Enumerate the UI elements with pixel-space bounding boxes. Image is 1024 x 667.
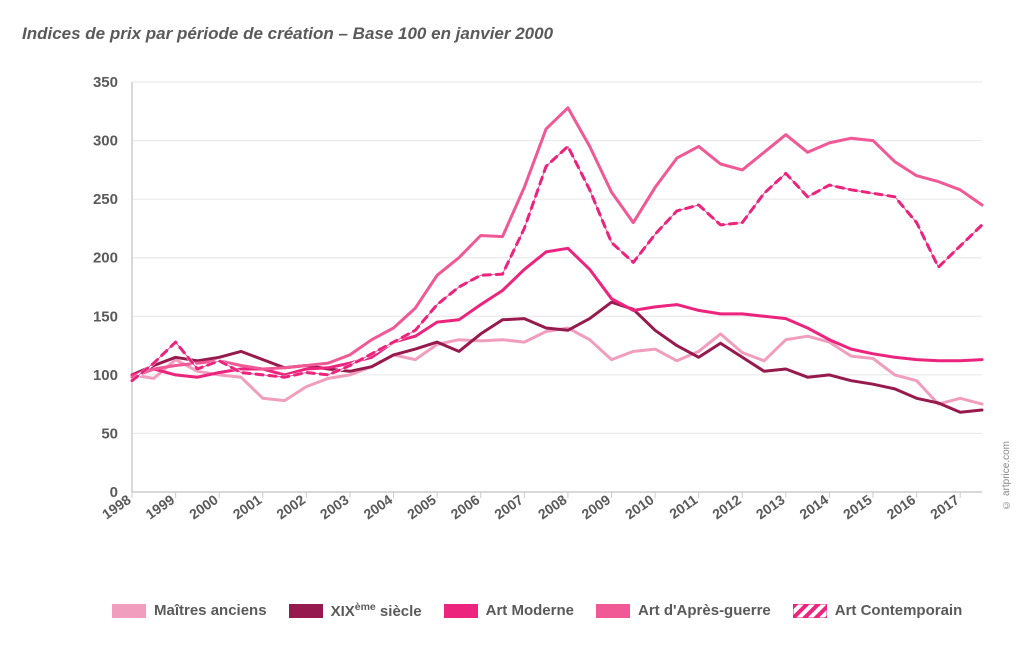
svg-text:2004: 2004 xyxy=(361,491,396,522)
legend-swatch-contemporain xyxy=(793,604,827,618)
svg-text:2008: 2008 xyxy=(535,491,570,522)
svg-text:2016: 2016 xyxy=(884,491,919,522)
legend-swatch-maitres_anciens xyxy=(112,604,146,618)
svg-text:2005: 2005 xyxy=(404,491,439,522)
svg-text:2010: 2010 xyxy=(622,491,657,522)
legend-item-apres_guerre: Art d'Après-guerre xyxy=(596,602,771,619)
svg-text:2000: 2000 xyxy=(186,491,221,522)
svg-text:2007: 2007 xyxy=(491,491,526,522)
chart-title: Indices de prix par période de création … xyxy=(22,24,1008,44)
legend-swatch-xix_siecle xyxy=(289,604,323,618)
svg-text:1999: 1999 xyxy=(143,491,178,522)
line-chart: 0501001502002503003501998199920002001200… xyxy=(22,62,1002,582)
credit-text: © artprice.com xyxy=(1001,441,1012,510)
svg-text:2001: 2001 xyxy=(230,491,265,522)
legend-item-contemporain: Art Contemporain xyxy=(793,602,963,619)
svg-text:1998: 1998 xyxy=(99,491,134,522)
svg-text:2012: 2012 xyxy=(709,491,744,522)
legend-item-maitres_anciens: Maîtres anciens xyxy=(112,602,267,619)
svg-text:2011: 2011 xyxy=(666,491,700,522)
legend-label-maitres_anciens: Maîtres anciens xyxy=(154,602,267,619)
legend-label-art_moderne: Art Moderne xyxy=(486,602,574,619)
svg-text:300: 300 xyxy=(93,133,118,150)
svg-text:2003: 2003 xyxy=(317,491,352,522)
svg-text:2002: 2002 xyxy=(273,491,308,522)
svg-text:200: 200 xyxy=(93,250,118,267)
legend-swatch-art_moderne xyxy=(444,604,478,618)
legend-label-apres_guerre: Art d'Après-guerre xyxy=(638,602,771,619)
svg-text:350: 350 xyxy=(93,74,118,91)
legend-item-art_moderne: Art Moderne xyxy=(444,602,574,619)
svg-text:2017: 2017 xyxy=(927,491,962,522)
svg-text:150: 150 xyxy=(93,308,118,325)
legend-label-xix_siecle: XIXème siècle xyxy=(331,601,422,620)
svg-text:2014: 2014 xyxy=(796,491,831,522)
svg-text:2009: 2009 xyxy=(579,491,614,522)
svg-text:50: 50 xyxy=(101,425,118,442)
svg-text:2006: 2006 xyxy=(448,491,483,522)
chart-container: 0501001502002503003501998199920002001200… xyxy=(22,62,1002,620)
legend-swatch-apres_guerre xyxy=(596,604,630,618)
legend-item-xix_siecle: XIXème siècle xyxy=(289,601,422,620)
svg-text:250: 250 xyxy=(93,191,118,208)
svg-text:2015: 2015 xyxy=(840,491,875,522)
svg-text:2013: 2013 xyxy=(753,491,788,522)
svg-text:100: 100 xyxy=(93,367,118,384)
legend-label-contemporain: Art Contemporain xyxy=(835,602,963,619)
legend: Maîtres anciens XIXème siècle Art Moderne A… xyxy=(112,601,1002,620)
